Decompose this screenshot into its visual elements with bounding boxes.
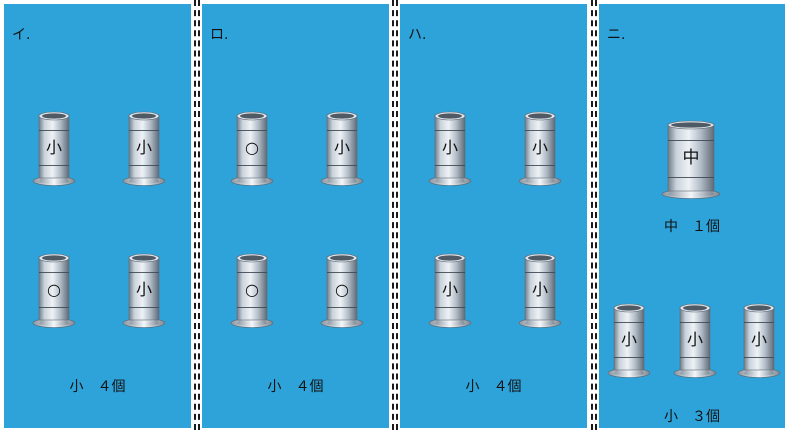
panel-divider xyxy=(194,0,200,430)
quantity-caption: 小 ４個 xyxy=(69,379,126,395)
sleeve-mark: 中 xyxy=(682,148,700,168)
panel-divider xyxy=(392,0,398,430)
ring-sleeve-icon: ○ xyxy=(230,110,274,186)
ring-sleeve-icon: 小 xyxy=(673,302,717,378)
sleeve-mark: 小 xyxy=(441,280,458,299)
option-panel-ni: ニ. xyxy=(599,4,785,428)
option-label: ロ. xyxy=(210,27,229,43)
ring-sleeve-icon: 小 xyxy=(737,302,781,378)
sleeve-mark: ○ xyxy=(47,280,61,299)
ring-sleeve-icon: ○ xyxy=(320,252,364,328)
ring-sleeve-icon: 小 xyxy=(428,252,472,328)
quantity-caption: 小 ４個 xyxy=(465,379,522,395)
ring-sleeve-icon: 小 xyxy=(320,110,364,186)
sleeve-mark: 小 xyxy=(333,138,350,157)
ring-sleeve-icon: 中 xyxy=(661,119,721,199)
option-label: イ. xyxy=(12,27,31,43)
ring-sleeve-icon: 小 xyxy=(607,302,651,378)
quantity-caption: 小 ３個 xyxy=(664,409,720,425)
quantity-caption: 小 ４個 xyxy=(267,379,324,395)
sleeve-mark: 小 xyxy=(620,330,637,349)
ring-sleeve-icon: ○ xyxy=(32,252,76,328)
option-panel-ha: ハ. xyxy=(400,4,587,428)
sleeve-mark: 小 xyxy=(441,138,458,157)
ring-sleeve-icon: 小 xyxy=(518,110,562,186)
option-label: ニ. xyxy=(607,27,626,43)
panel-divider xyxy=(591,0,597,430)
ring-sleeve-icon: 小 xyxy=(122,110,166,186)
sleeve-mark: 小 xyxy=(750,330,767,349)
sleeve-mark: ○ xyxy=(245,138,259,157)
ring-sleeve-icon: 小 xyxy=(428,110,472,186)
option-label: ハ. xyxy=(408,27,427,43)
sleeve-mark: 小 xyxy=(531,280,548,299)
quantity-caption: 中 １個 xyxy=(664,219,720,235)
sleeve-mark: ○ xyxy=(245,280,259,299)
sleeve-mark: ○ xyxy=(335,280,349,299)
option-panel-i: イ. xyxy=(4,4,191,428)
sleeve-mark: 小 xyxy=(531,138,548,157)
sleeve-mark: 小 xyxy=(135,280,152,299)
sleeve-mark: 小 xyxy=(686,330,703,349)
ring-sleeve-icon: 小 xyxy=(518,252,562,328)
ring-sleeve-icon: 小 xyxy=(32,110,76,186)
sleeve-mark: 小 xyxy=(45,138,62,157)
ring-sleeve-icon: ○ xyxy=(230,252,274,328)
ring-sleeve-icon: 小 xyxy=(122,252,166,328)
sleeve-mark: 小 xyxy=(135,138,152,157)
option-panel-ro: ロ. xyxy=(202,4,389,428)
